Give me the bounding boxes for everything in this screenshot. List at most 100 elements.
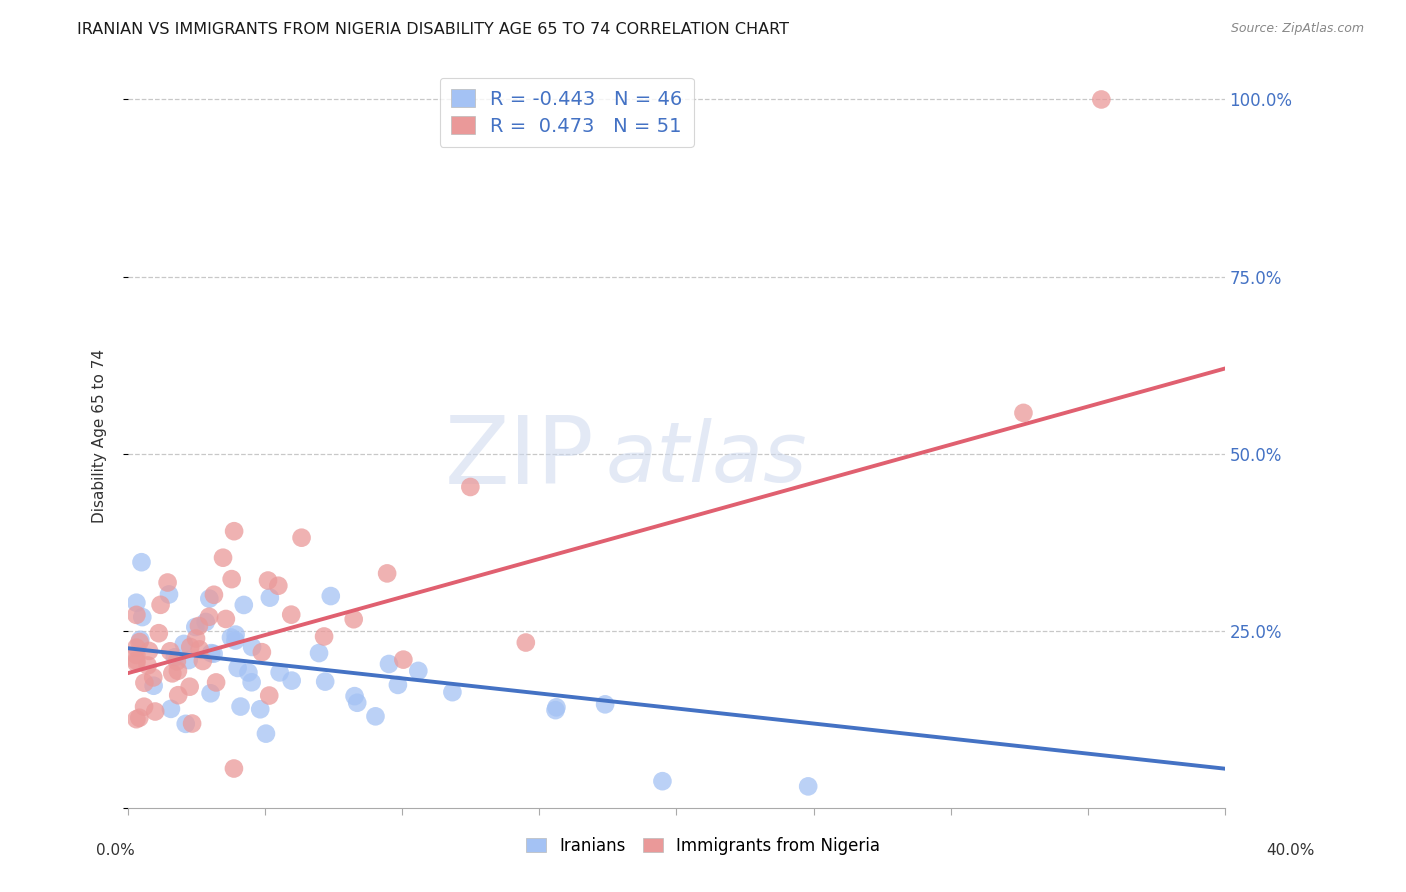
Point <box>387 678 409 692</box>
Point <box>129 632 152 647</box>
Point <box>229 699 252 714</box>
Point <box>797 780 820 794</box>
Point <box>181 716 204 731</box>
Point <box>224 524 246 539</box>
Point <box>125 648 148 662</box>
Point <box>240 640 263 654</box>
Point <box>200 646 222 660</box>
Point <box>160 702 183 716</box>
Point <box>254 726 277 740</box>
Point <box>184 632 207 646</box>
Point <box>125 712 148 726</box>
Point <box>267 579 290 593</box>
Point <box>202 647 225 661</box>
Point <box>319 589 342 603</box>
Point <box>221 572 243 586</box>
Point <box>215 612 238 626</box>
Point <box>240 675 263 690</box>
Point <box>238 665 260 680</box>
Point <box>173 637 195 651</box>
Point <box>198 591 221 606</box>
Point <box>232 598 254 612</box>
Point <box>202 588 225 602</box>
Point <box>179 640 201 654</box>
Point <box>184 620 207 634</box>
Point <box>280 673 302 688</box>
Point <box>131 555 153 569</box>
Point <box>314 674 336 689</box>
Legend: R = -0.443   N = 46, R =  0.473   N = 51: R = -0.443 N = 46, R = 0.473 N = 51 <box>440 78 695 147</box>
Point <box>136 658 159 673</box>
Point <box>259 591 281 605</box>
Point <box>125 607 148 622</box>
Text: ZIP: ZIP <box>444 412 595 504</box>
Text: IRANIAN VS IMMIGRANTS FROM NIGERIA DISABILITY AGE 65 TO 74 CORRELATION CHART: IRANIAN VS IMMIGRANTS FROM NIGERIA DISAB… <box>77 22 789 37</box>
Point <box>515 635 537 649</box>
Point <box>163 650 186 665</box>
Point <box>179 680 201 694</box>
Point <box>346 696 368 710</box>
Point <box>125 654 148 668</box>
Point <box>269 665 291 680</box>
Text: 0.0%: 0.0% <box>96 843 135 858</box>
Point <box>167 664 190 678</box>
Point <box>651 774 673 789</box>
Point <box>125 656 148 670</box>
Point <box>128 635 150 649</box>
Point <box>308 646 330 660</box>
Point <box>205 675 228 690</box>
Point <box>257 574 280 588</box>
Point <box>1090 93 1112 107</box>
Point <box>156 575 179 590</box>
Point <box>224 633 246 648</box>
Point <box>343 612 366 626</box>
Point <box>225 627 247 641</box>
Point <box>148 626 170 640</box>
Point <box>142 679 165 693</box>
Point <box>257 689 280 703</box>
Point <box>149 598 172 612</box>
Point <box>593 698 616 712</box>
Legend: Iranians, Immigrants from Nigeria: Iranians, Immigrants from Nigeria <box>519 830 887 862</box>
Y-axis label: Disability Age 65 to 74: Disability Age 65 to 74 <box>93 349 107 523</box>
Point <box>226 661 249 675</box>
Point <box>280 607 302 622</box>
Point <box>343 689 366 703</box>
Point <box>194 615 217 629</box>
Point <box>159 644 181 658</box>
Point <box>132 699 155 714</box>
Text: atlas: atlas <box>605 417 807 499</box>
Point <box>157 587 180 601</box>
Point <box>128 711 150 725</box>
Point <box>375 566 398 581</box>
Point <box>544 703 567 717</box>
Point <box>212 550 235 565</box>
Point <box>200 686 222 700</box>
Point <box>143 705 166 719</box>
Point <box>138 644 160 658</box>
Point <box>142 670 165 684</box>
Point <box>188 642 211 657</box>
Point <box>312 630 335 644</box>
Point <box>191 654 214 668</box>
Point <box>378 657 401 671</box>
Point <box>250 645 273 659</box>
Point <box>166 654 188 668</box>
Point <box>198 609 221 624</box>
Point <box>392 652 415 666</box>
Point <box>222 762 245 776</box>
Point <box>1012 406 1035 420</box>
Point <box>187 619 209 633</box>
Point <box>460 480 482 494</box>
Point <box>167 688 190 702</box>
Point <box>290 531 312 545</box>
Point <box>441 685 464 699</box>
Point <box>134 675 156 690</box>
Point <box>546 700 568 714</box>
Point <box>125 640 148 655</box>
Point <box>162 666 184 681</box>
Point <box>408 664 430 678</box>
Point <box>131 610 153 624</box>
Point <box>364 709 387 723</box>
Point <box>249 702 271 716</box>
